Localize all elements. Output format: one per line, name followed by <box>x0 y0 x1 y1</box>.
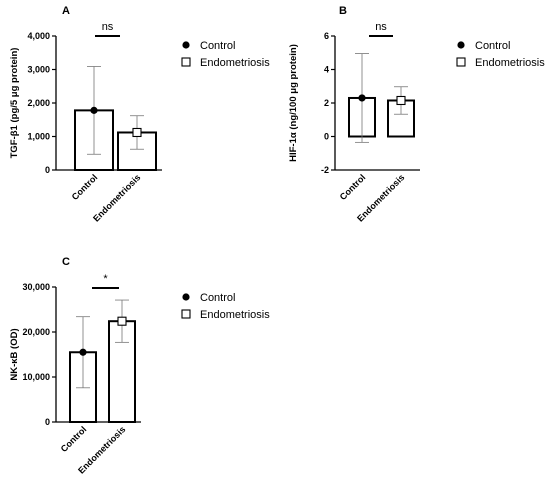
chart-panel-c: C 0 10,000 20,000 30,000 NK-κB (OD) Control End… <box>9 256 270 476</box>
chart-panel-b: B -2 0 2 4 6 HIF-1α (ng/100 μg protein) Control… <box>288 5 545 224</box>
mean-point-control <box>358 94 366 102</box>
x-tick-label: Control <box>70 172 100 202</box>
significance-label: * <box>103 273 108 285</box>
y-tick-label: 0 <box>45 165 50 175</box>
y-tick-label: 4,000 <box>27 31 50 41</box>
y-tick-label: 0 <box>45 417 50 427</box>
y-tick-label: -2 <box>321 165 329 175</box>
legend-marker-control <box>457 41 465 49</box>
y-tick-label: 4 <box>324 65 329 75</box>
y-tick-label: 30,000 <box>22 282 50 292</box>
legend-label: Endometriosis <box>200 309 270 321</box>
y-tick-label: 3,000 <box>27 65 50 75</box>
legend-marker-control <box>182 293 190 301</box>
chart-panel-a: A 0 1,000 2,000 3,000 4,000 TGF-β1 (pg/5 μg pr… <box>9 5 270 224</box>
legend-marker-endometriosis <box>181 309 191 319</box>
y-tick-label: 0 <box>324 132 329 142</box>
panel-letter: C <box>62 256 70 268</box>
y-tick-label: 6 <box>324 31 329 41</box>
legend-marker-endometriosis <box>456 57 466 67</box>
legend-label: Control <box>475 40 510 52</box>
significance-label: ns <box>102 21 114 33</box>
mean-point-control <box>90 106 98 114</box>
legend-label: Endometriosis <box>200 57 270 69</box>
legend-label: Control <box>200 292 235 304</box>
y-tick-label: 2,000 <box>27 98 50 108</box>
y-tick-label: 2 <box>324 98 329 108</box>
x-tick-label: Endometriosis <box>91 172 142 223</box>
y-axis-label: HIF-1α (ng/100 μg protein) <box>288 44 299 162</box>
y-tick-label: 20,000 <box>22 327 50 337</box>
y-tick-label: 10,000 <box>22 372 50 382</box>
panel-letter: A <box>62 5 70 17</box>
significance-label: ns <box>375 21 387 33</box>
legend-marker-endometriosis <box>181 57 191 67</box>
panel-letter: B <box>339 5 347 17</box>
mean-point-endometriosis <box>117 316 127 326</box>
x-tick-label: Control <box>338 172 368 202</box>
legend-marker-control <box>182 41 190 49</box>
mean-point-control <box>79 348 87 356</box>
x-tick-label: Control <box>59 424 89 454</box>
legend-label: Control <box>200 40 235 52</box>
y-axis-label: NK-κB (OD) <box>9 328 20 380</box>
legend-label: Endometriosis <box>475 57 545 69</box>
y-tick-label: 1,000 <box>27 132 50 142</box>
mean-point-endometriosis <box>132 127 142 138</box>
mean-point-endometriosis <box>396 95 406 106</box>
y-axis-label: TGF-β1 (pg/5 μg protein) <box>9 48 20 159</box>
